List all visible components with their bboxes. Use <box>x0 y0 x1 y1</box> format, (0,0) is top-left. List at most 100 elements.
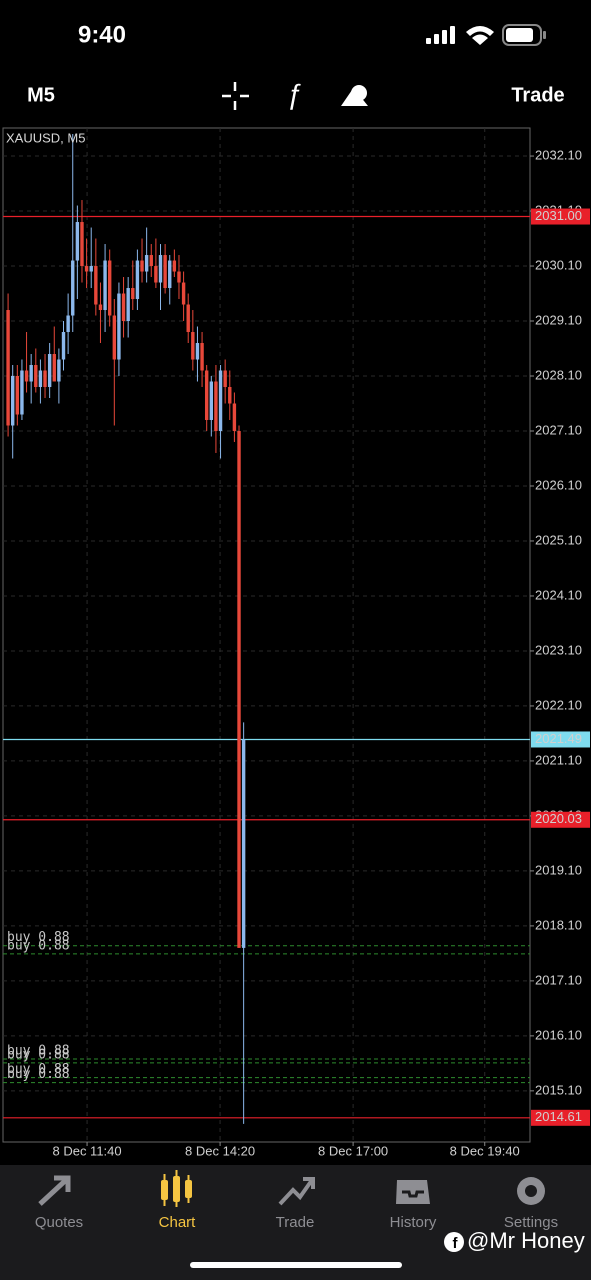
price-label: 2031.00 <box>535 208 582 223</box>
y-tick-label: 2030.10 <box>535 257 582 272</box>
tab-icons <box>38 1170 545 1207</box>
candle-body <box>71 260 75 316</box>
chart-frame <box>2 127 531 1143</box>
y-tick-label: 2024.10 <box>535 587 582 602</box>
candle-body <box>43 370 47 387</box>
x-tick-label: 8 Dec 14:20 <box>185 1143 255 1158</box>
price-label-bg <box>531 811 590 828</box>
candle-body <box>15 376 20 415</box>
candle-body <box>214 381 218 431</box>
tab-label[interactable]: Chart <box>159 1214 197 1231</box>
y-tick-label: 2017.10 <box>535 972 582 987</box>
axis-labels: 2032.102031.102030.102029.102028.102027.… <box>7 147 590 1158</box>
x-tick-label: 8 Dec 17:00 <box>318 1143 388 1158</box>
candle-body <box>89 266 93 272</box>
price-label-bg <box>531 731 590 748</box>
candle-body <box>10 376 15 426</box>
y-tick-label: 2027.10 <box>535 422 582 437</box>
candle-body <box>20 370 24 415</box>
objects-button[interactable] <box>341 85 368 106</box>
candle-body <box>181 282 186 305</box>
price-label: 2021.49 <box>535 731 582 746</box>
y-tick-label: 2032.10 <box>535 147 582 162</box>
candle-body <box>204 370 209 420</box>
tab-label[interactable]: Settings <box>504 1214 558 1231</box>
y-tick-label: 2026.10 <box>535 477 582 492</box>
tab-label[interactable]: Trade <box>276 1214 315 1231</box>
watermark-icon: f <box>444 1232 464 1252</box>
indicators-button[interactable]: ƒ <box>286 78 302 109</box>
candle-body <box>158 255 163 283</box>
y-tick-label: 2021.10 <box>535 752 582 767</box>
y-tick-label: 2016.10 <box>535 1027 582 1042</box>
y-tick-label: 2023.10 <box>535 642 582 657</box>
candle-body <box>195 343 200 360</box>
candle-body <box>103 260 107 311</box>
candle-body <box>98 304 103 311</box>
candle-body <box>228 386 232 404</box>
candle-body <box>200 343 204 371</box>
order-label: buy 0.88 <box>7 1062 70 1077</box>
timeframe-button[interactable]: M5 <box>27 84 55 106</box>
candle-body <box>149 255 153 267</box>
candle-body <box>186 304 190 333</box>
status-icons <box>426 24 546 46</box>
candle-body <box>209 381 214 420</box>
candle-body <box>52 354 56 382</box>
candle-body <box>24 370 29 382</box>
price-label-bg <box>531 208 590 225</box>
tab-bar <box>0 1165 591 1280</box>
status-time: 9:40 <box>78 21 126 48</box>
candle-body <box>117 293 121 360</box>
candle-body <box>232 403 237 431</box>
watermark: @Mr Honey <box>467 1228 585 1253</box>
candle-body <box>38 370 43 387</box>
candle-body <box>131 288 135 300</box>
candle-body <box>107 260 112 316</box>
order-label: buy 0.88 <box>7 1067 70 1082</box>
candle-body <box>218 370 223 431</box>
y-tick-label: 2025.10 <box>535 532 582 547</box>
candle-body <box>163 255 167 289</box>
candle-body <box>80 222 84 267</box>
tab-label[interactable]: History <box>390 1214 437 1231</box>
order-label: buy 0.88 <box>7 938 70 953</box>
y-tick-label: 2028.10 <box>535 367 582 382</box>
candle-body <box>154 266 158 283</box>
y-tick-label: 2018.10 <box>535 917 582 932</box>
candle-body <box>172 260 177 272</box>
price-label-bg <box>531 1109 590 1126</box>
candle-body <box>112 315 117 360</box>
candle-body <box>237 430 241 948</box>
candle-body <box>57 359 61 382</box>
candle-body <box>223 370 227 387</box>
crosshair-button[interactable] <box>222 82 249 110</box>
price-lines <box>3 215 530 1119</box>
order-label: buy 0.88 <box>7 1047 70 1062</box>
x-tick-label: 8 Dec 19:40 <box>450 1143 520 1158</box>
y-tick-label: 2029.10 <box>535 312 582 327</box>
home-indicator <box>190 1262 402 1268</box>
order-label: buy 0.88 <box>7 1043 70 1058</box>
candle-body <box>94 266 98 305</box>
price-label: 2020.03 <box>535 811 582 826</box>
candle-body <box>168 260 172 289</box>
candle-body <box>140 260 144 272</box>
candles <box>6 134 246 1124</box>
y-tick-label: 2019.10 <box>535 862 582 877</box>
candle-body <box>84 266 89 272</box>
candle-body <box>61 332 66 360</box>
candle-body <box>177 271 181 283</box>
x-tick-label: 8 Dec 11:40 <box>52 1143 121 1158</box>
candle-body <box>144 255 149 272</box>
price-label: 2014.61 <box>535 1109 582 1124</box>
trade-button[interactable]: Trade <box>511 84 564 106</box>
candle-body <box>126 288 130 322</box>
tab-label[interactable]: Quotes <box>35 1214 83 1231</box>
y-tick-label: 2022.10 <box>535 697 582 712</box>
candle-body <box>6 310 10 426</box>
candle-body <box>47 354 52 387</box>
chart-title: XAUUSD, M5 <box>6 130 85 145</box>
candle-body <box>191 332 195 360</box>
